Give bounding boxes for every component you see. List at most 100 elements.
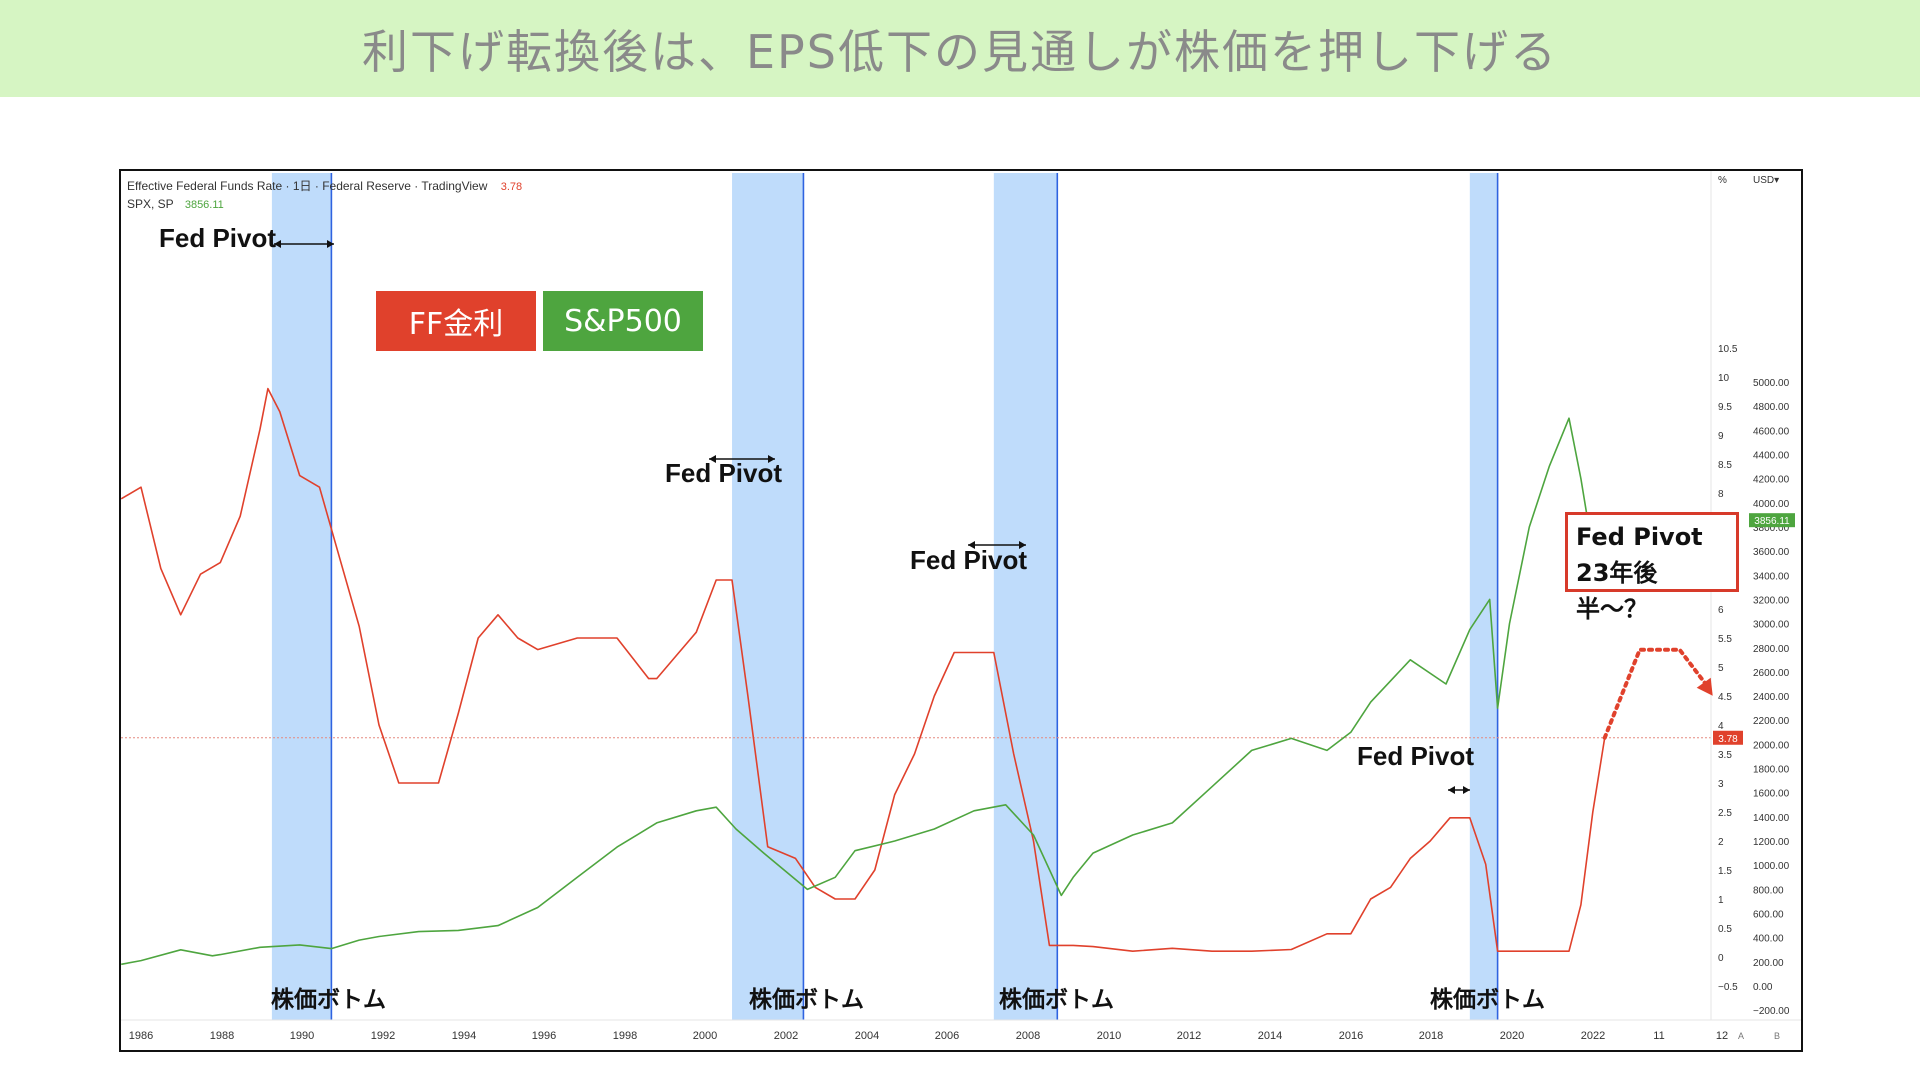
left-tick-15: 3 bbox=[1718, 779, 1724, 790]
left-tick-20: 0.5 bbox=[1718, 924, 1732, 935]
pivot-arrow-head-left-0 bbox=[274, 240, 281, 248]
right-axis-unit: USD▾ bbox=[1753, 175, 1779, 186]
x-axis-a-button: A bbox=[1738, 1031, 1744, 1041]
right-tick-13: 2400.00 bbox=[1753, 692, 1790, 703]
right-tick-17: 1600.00 bbox=[1753, 789, 1790, 800]
x-tick-1988: 1988 bbox=[210, 1030, 234, 1042]
left-tick-5: 8 bbox=[1718, 489, 1724, 500]
chart-svg: 1986 1988 1990 1992 1994 1996 1998 2000 2002 2004… bbox=[121, 171, 1801, 1042]
x-tick-2010: 2010 bbox=[1097, 1030, 1121, 1042]
x-tick-1994: 1994 bbox=[452, 1030, 476, 1042]
right-tick-10: 3000.00 bbox=[1753, 620, 1790, 631]
left-tick-0: 10.5 bbox=[1718, 344, 1738, 355]
x-tick-2008: 2008 bbox=[1016, 1030, 1040, 1042]
pivot-band-3 bbox=[1469, 173, 1498, 1020]
left-tick-9: 6 bbox=[1718, 605, 1724, 616]
x-axis-b-button: B bbox=[1774, 1031, 1780, 1041]
left-tick-1: 10 bbox=[1718, 373, 1730, 384]
x-tick-12: 12 bbox=[1716, 1030, 1728, 1042]
fed-rate-value: 3.78 bbox=[500, 181, 523, 193]
right-tick-8: 3400.00 bbox=[1753, 571, 1790, 582]
spx-badge-text: 3856.11 bbox=[1754, 516, 1790, 527]
forecast-callout: Fed Pivot 23年後半〜？ bbox=[1565, 512, 1739, 623]
left-tick-19: 1 bbox=[1718, 895, 1724, 906]
chart-source-label: Effective Federal Funds Rate · 1日 · Fede… bbox=[127, 179, 488, 193]
right-tick-15: 2000.00 bbox=[1753, 740, 1790, 751]
legend-ff-label: FF金利 bbox=[408, 307, 504, 342]
left-tick-14: 3.5 bbox=[1718, 750, 1732, 761]
callout-line1: Fed Pivot bbox=[1576, 523, 1703, 551]
chart-header-line2: SPX, SP 3856.11 bbox=[127, 197, 224, 211]
spx-source-label: SPX, SP bbox=[127, 197, 174, 211]
left-tick-17: 2 bbox=[1718, 837, 1724, 848]
right-tick-16: 1800.00 bbox=[1753, 765, 1790, 776]
spx-series-line bbox=[121, 417, 1606, 966]
pivot-band-0 bbox=[271, 173, 332, 1020]
x-tick-2006: 2006 bbox=[935, 1030, 959, 1042]
x-tick-1996: 1996 bbox=[532, 1030, 556, 1042]
right-tick-20: 1000.00 bbox=[1753, 861, 1790, 872]
x-tick-1998: 1998 bbox=[613, 1030, 637, 1042]
pivot-arrow-head-left-3 bbox=[1448, 786, 1455, 794]
left-tick-16: 2.5 bbox=[1718, 808, 1732, 819]
x-tick-2018: 2018 bbox=[1419, 1030, 1443, 1042]
x-tick-2004: 2004 bbox=[855, 1030, 879, 1042]
x-tick-1986: 1986 bbox=[129, 1030, 153, 1042]
right-tick-25: 0.00 bbox=[1753, 982, 1773, 993]
x-tick-2002: 2002 bbox=[774, 1030, 798, 1042]
x-tick-1992: 1992 bbox=[371, 1030, 395, 1042]
fed-rate-badge bbox=[1713, 730, 1743, 745]
left-tick-4: 8.5 bbox=[1718, 460, 1732, 471]
pivot-band-1 bbox=[732, 173, 804, 1020]
left-tick-10: 5.5 bbox=[1718, 634, 1732, 645]
chart-header-line1: Effective Federal Funds Rate · 1日 · Fede… bbox=[127, 177, 522, 194]
x-tick-2000: 2000 bbox=[693, 1030, 717, 1042]
right-tick-7: 3600.00 bbox=[1753, 547, 1790, 558]
right-tick-6: 3800.00 bbox=[1753, 523, 1790, 534]
right-tick-22: 600.00 bbox=[1753, 910, 1784, 921]
pivot-band-2 bbox=[993, 173, 1058, 1020]
page-title: 利下げ転換後は、EPS低下の見通しが株価を押し下げる bbox=[361, 24, 1558, 79]
right-tick-23: 400.00 bbox=[1753, 934, 1784, 945]
bottom-label-1990: 株価ボトム bbox=[271, 987, 386, 1013]
x-tick-2012: 2012 bbox=[1177, 1030, 1201, 1042]
left-tick-22: −0.5 bbox=[1718, 982, 1738, 993]
right-tick-5: 4000.00 bbox=[1753, 499, 1790, 510]
left-tick-11: 5 bbox=[1718, 663, 1724, 674]
right-tick-26: −200.00 bbox=[1753, 1006, 1790, 1017]
x-tick-2016: 2016 bbox=[1339, 1030, 1363, 1042]
legend-spx: S&P500 bbox=[543, 291, 703, 351]
right-tick-24: 200.00 bbox=[1753, 958, 1784, 969]
x-tick-1990: 1990 bbox=[290, 1030, 314, 1042]
right-tick-4: 4200.00 bbox=[1753, 475, 1790, 486]
left-tick-12: 4.5 bbox=[1718, 692, 1732, 703]
spx-badge bbox=[1749, 513, 1795, 528]
x-tick-2020: 2020 bbox=[1500, 1030, 1524, 1042]
left-tick-18: 1.5 bbox=[1718, 866, 1732, 877]
pivot-label-1990: Fed Pivot bbox=[159, 223, 277, 253]
fed-rate-series-line bbox=[121, 387, 1606, 953]
legend-spx-label: S&P500 bbox=[564, 303, 682, 339]
left-tick-21: 0 bbox=[1718, 953, 1724, 964]
fed-rate-badge-text: 3.78 bbox=[1718, 734, 1738, 745]
pivot-label-2001: Fed Pivot bbox=[665, 458, 783, 488]
legend-ff-rate: FF金利 bbox=[376, 291, 536, 351]
pivot-arrow-head-left-2 bbox=[968, 541, 975, 549]
right-tick-1: 4800.00 bbox=[1753, 402, 1790, 413]
pivot-arrow-head-right-2 bbox=[1019, 541, 1026, 549]
left-tick-13: 4 bbox=[1718, 721, 1724, 732]
pivot-arrow-head-left-1 bbox=[709, 455, 716, 463]
right-tick-11: 2800.00 bbox=[1753, 644, 1790, 655]
pivot-arrow-head-right-3 bbox=[1463, 786, 1470, 794]
right-tick-21: 800.00 bbox=[1753, 885, 1784, 896]
pivot-label-2008: Fed Pivot bbox=[910, 545, 1028, 575]
pivot-arrow-head-right-0 bbox=[327, 240, 334, 248]
left-tick-2: 9.5 bbox=[1718, 402, 1732, 413]
x-tick-11: 11 bbox=[1653, 1030, 1664, 1042]
right-tick-9: 3200.00 bbox=[1753, 595, 1790, 606]
pivot-arrow-head-right-1 bbox=[768, 455, 775, 463]
x-tick-2022: 2022 bbox=[1581, 1030, 1605, 1042]
spx-value: 3856.11 bbox=[184, 199, 224, 211]
right-tick-3: 4400.00 bbox=[1753, 450, 1790, 461]
bottom-label-2002: 株価ボトム bbox=[749, 987, 864, 1013]
